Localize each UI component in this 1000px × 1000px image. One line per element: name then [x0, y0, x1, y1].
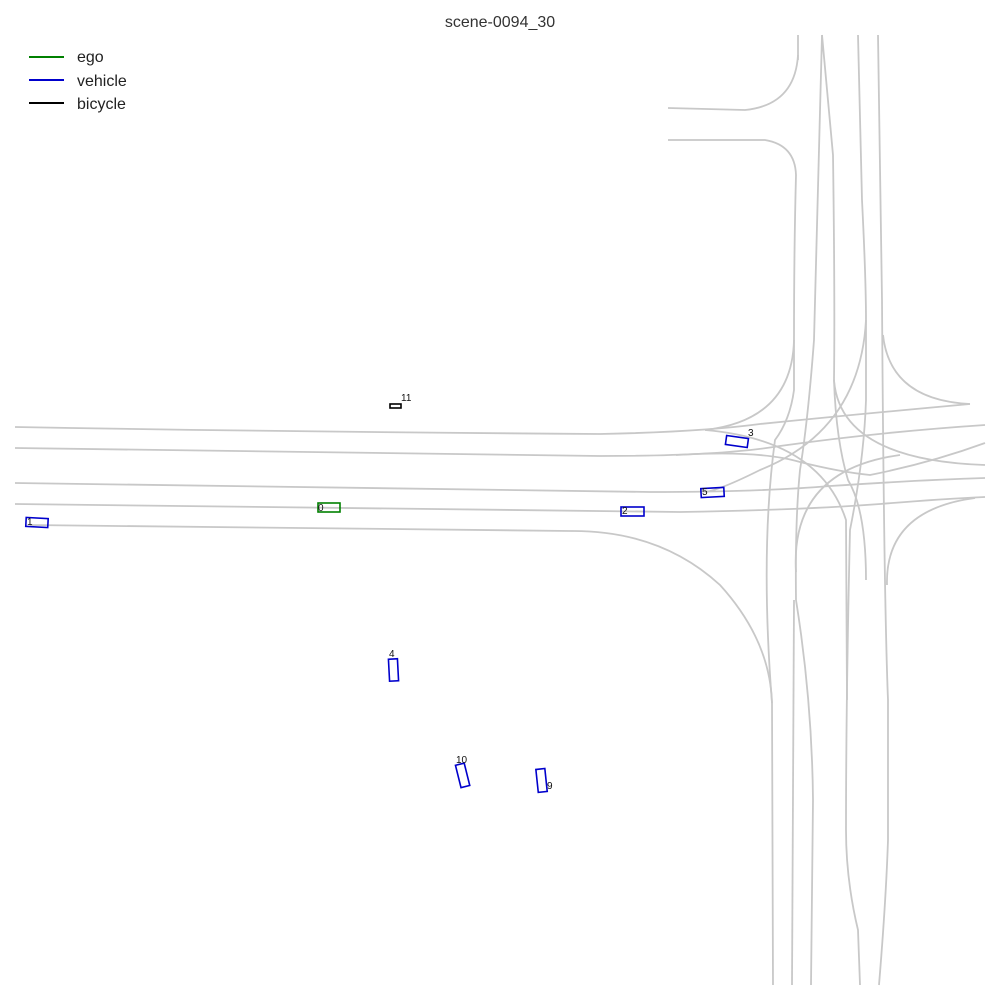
agent-label-3: 3: [748, 428, 754, 439]
lane-line: [792, 600, 794, 985]
agent-label-2: 2: [622, 506, 628, 517]
lane-line: [668, 140, 796, 175]
agent-label-10: 10: [456, 755, 468, 766]
lane-line: [705, 430, 847, 700]
lane-line: [15, 478, 985, 492]
agent-label-1: 1: [27, 517, 33, 528]
agent-label-0: 0: [318, 503, 324, 514]
lane-line: [767, 175, 796, 985]
lane-line: [676, 443, 985, 475]
legend-label-ego: ego: [77, 49, 104, 66]
map-title: scene-0094_30: [445, 14, 555, 31]
legend: ego vehicle bicycle: [29, 49, 127, 113]
agent-box-11: [390, 404, 401, 408]
lane-line: [705, 320, 866, 492]
agent-box-4: [388, 659, 398, 681]
lane-line: [846, 35, 866, 985]
lane-line: [887, 498, 975, 585]
agent-box-10: [455, 763, 469, 787]
lane-line: [796, 35, 822, 985]
agent-label-4: 4: [389, 649, 395, 660]
lane-line: [668, 55, 798, 110]
agent-box-9: [536, 769, 547, 793]
agent-label-11: 11: [401, 393, 412, 404]
lane-line: [15, 404, 970, 434]
lane-line: [878, 35, 888, 985]
lane-line: [30, 525, 570, 531]
legend-label-vehicle: vehicle: [77, 73, 127, 90]
agent-box-3: [725, 436, 748, 448]
legend-label-bicycle: bicycle: [77, 96, 126, 113]
agent-label-5: 5: [702, 487, 708, 498]
agent-label-9: 9: [547, 781, 553, 792]
lane-line: [883, 335, 970, 404]
lane-line: [834, 380, 985, 465]
lane-line: [570, 531, 772, 703]
lane-line: [705, 340, 794, 430]
lane-network: [15, 35, 985, 985]
